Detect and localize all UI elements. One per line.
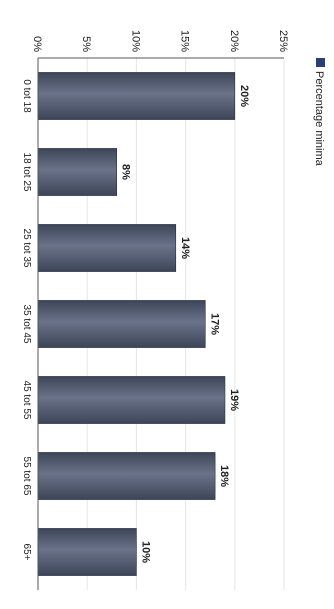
category-label: 0 tot 18 (21, 79, 32, 113)
plot-area: 20% 8% 14% 17% 19% 18% 10% 0% 5% 10% 15% 20% 25% 0 … (21, 30, 325, 590)
category-label: 18 tot 25 (21, 153, 32, 192)
bar (37, 300, 206, 348)
category-axis-labels: 0 tot 18 18 tot 25 25 tot 35 35 tot 45 45 to… (21, 79, 32, 560)
bar (37, 72, 236, 120)
axes (37, 57, 284, 590)
category-label: 45 tot 55 (21, 381, 32, 420)
category-label: 65+ (21, 544, 32, 561)
data-label: 18% (218, 465, 230, 487)
bar (37, 376, 226, 424)
data-label: 20% (238, 85, 250, 107)
data-label: 17% (208, 313, 220, 335)
data-label: 19% (228, 389, 240, 411)
legend: Percentage minima (313, 58, 325, 167)
legend-label: Percentage minima (313, 71, 325, 167)
tick-label: 20% (228, 30, 240, 52)
bar (37, 148, 118, 196)
value-axis-ticks: 0% 5% 10% 15% 20% 25% (31, 30, 289, 52)
tick-label: 15% (179, 30, 191, 52)
data-label: 14% (179, 237, 191, 259)
category-label: 25 tot 35 (21, 229, 32, 268)
tick-label: 5% (80, 36, 92, 52)
bar (37, 528, 137, 576)
category-label: 55 tot 65 (21, 457, 32, 496)
data-label: 8% (120, 164, 132, 180)
bar (37, 224, 177, 272)
tick-label: 0% (31, 36, 43, 52)
tick-label: 25% (277, 30, 289, 52)
legend-swatch (316, 58, 325, 67)
tick-label: 10% (129, 30, 141, 52)
bar (37, 452, 216, 500)
data-label: 10% (139, 541, 151, 563)
category-label: 35 tot 45 (21, 305, 32, 344)
bars: 20% 8% 14% 17% 19% 18% 10% (37, 72, 250, 576)
